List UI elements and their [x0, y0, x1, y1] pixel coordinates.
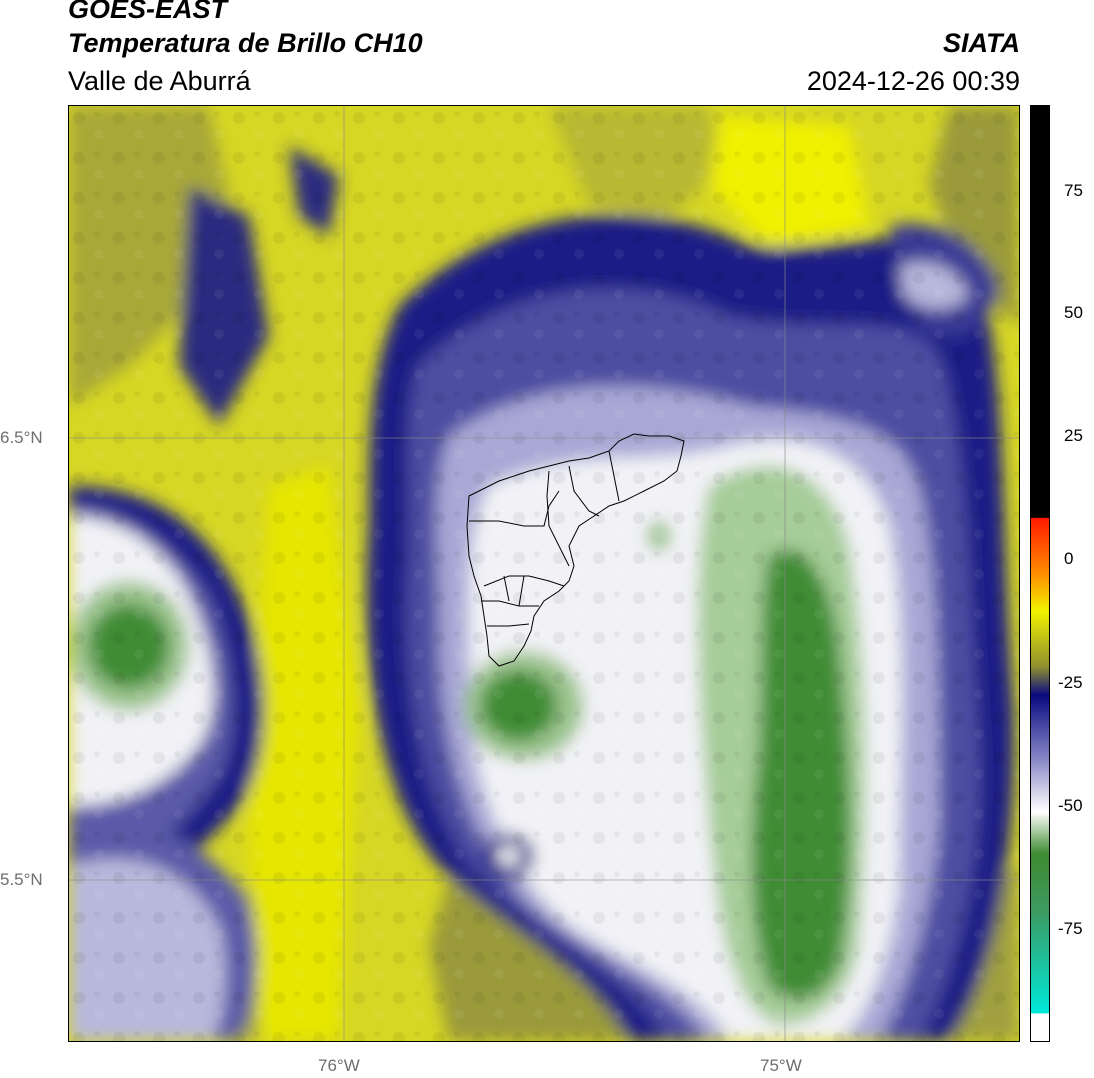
colorbar-gradient [1031, 106, 1049, 1041]
lon-label-76w: 76°W [318, 1056, 360, 1075]
colorbar-tick-50: 50 [1064, 303, 1083, 322]
municipal-boundaries [466, 433, 685, 667]
colorbar-tick-75: 75 [1064, 181, 1083, 200]
lat-label-5-5: 5.5°N [0, 870, 43, 889]
colorbar-tick-neg50: -50 [1058, 796, 1083, 815]
region-title: Valle de Aburrá [68, 66, 251, 96]
colorbar-tick-25: 25 [1064, 426, 1083, 445]
colorbar-tick-0: 0 [1064, 549, 1074, 568]
org-label: SIATA [943, 28, 1020, 58]
colorbar-tick-neg75: -75 [1058, 919, 1083, 938]
satellite-map [68, 105, 1020, 1042]
colorbar-tick-neg25: -25 [1058, 673, 1083, 692]
product-title: Temperatura de Brillo CH10 [68, 28, 423, 58]
colorbar [1030, 105, 1050, 1042]
satellite-title: GOES-EAST [68, 0, 228, 24]
lat-label-6-5: 6.5°N [0, 428, 43, 447]
grid-lines [69, 106, 1019, 1041]
lon-label-75w: 75°W [760, 1056, 802, 1075]
timestamp-label: 2024-12-26 00:39 [806, 66, 1020, 96]
